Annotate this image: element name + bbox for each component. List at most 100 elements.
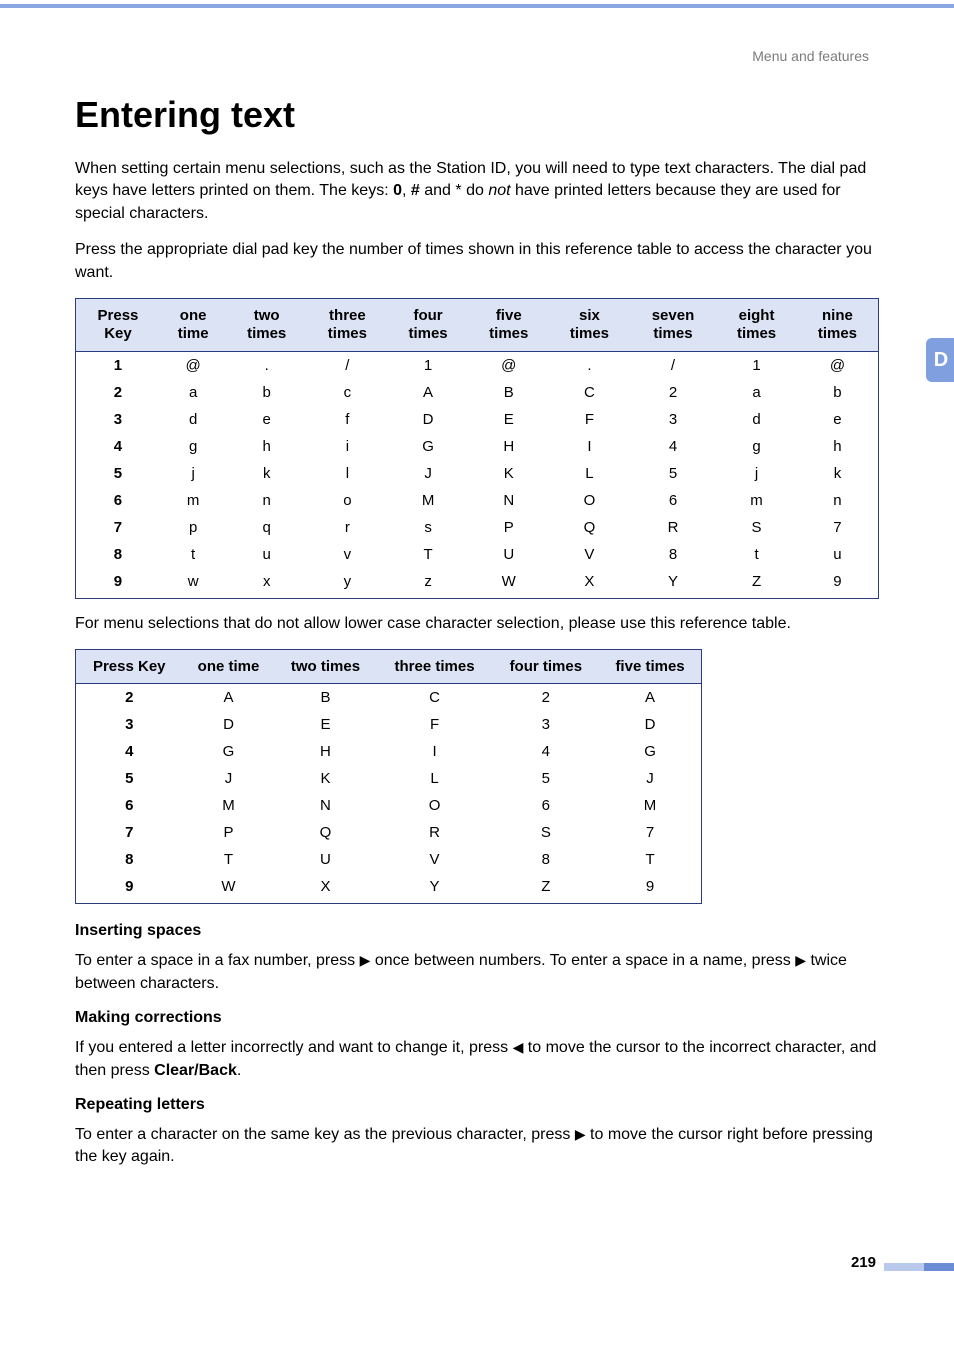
table-cell: p — [160, 514, 226, 541]
table-header: eighttimes — [716, 298, 797, 351]
table-cell: T — [388, 541, 469, 568]
table-cell: 2 — [493, 684, 599, 712]
table-cell: V — [376, 846, 492, 873]
table-cell: M — [388, 487, 469, 514]
intro-paragraph-2: Press the appropriate dial pad key the n… — [75, 239, 879, 284]
right-arrow-icon: ▶ — [575, 1126, 586, 1142]
table-cell: 7 — [76, 819, 183, 846]
table-cell: Z — [493, 873, 599, 904]
table-cell: 4 — [493, 738, 599, 765]
intro1-not: not — [488, 182, 510, 199]
table-cell: Y — [376, 873, 492, 904]
table-cell: 1 — [716, 351, 797, 379]
table-cell: A — [183, 684, 275, 712]
table-cell: I — [549, 433, 630, 460]
table-row: 5jklJKL5jk — [76, 460, 879, 487]
table-cell: m — [716, 487, 797, 514]
page-content: Menu and features Entering text When set… — [0, 8, 954, 1243]
table-row: 5JKL5J — [76, 765, 702, 792]
table-cell: T — [183, 846, 275, 873]
table-header: four times — [493, 650, 599, 684]
page-number: 219 — [851, 1254, 876, 1271]
table-cell: a — [716, 379, 797, 406]
table-row: 6MNO6M — [76, 792, 702, 819]
table-cell: C — [376, 684, 492, 712]
table-row: 6mnoMNO6mn — [76, 487, 879, 514]
table-cell: Q — [275, 819, 377, 846]
table-cell: 5 — [493, 765, 599, 792]
table-cell: s — [388, 514, 469, 541]
table-cell: t — [160, 541, 226, 568]
table-cell: 3 — [76, 406, 160, 433]
intro1-part-b: and — [420, 182, 456, 199]
table-cell: a — [160, 379, 226, 406]
table-cell: h — [797, 433, 879, 460]
table-cell: j — [716, 460, 797, 487]
table-cell: M — [183, 792, 275, 819]
table-cell: J — [388, 460, 469, 487]
table-cell: L — [376, 765, 492, 792]
table-header: threetimes — [307, 298, 388, 351]
table-cell: M — [599, 792, 702, 819]
table-cell: 9 — [76, 873, 183, 904]
table-cell: 8 — [76, 541, 160, 568]
sec2-paragraph: If you entered a letter incorrectly and … — [75, 1037, 879, 1082]
table-cell: . — [226, 351, 307, 379]
intro-paragraph-1: When setting certain menu selections, su… — [75, 158, 879, 225]
table-cell: 8 — [493, 846, 599, 873]
table-cell: @ — [797, 351, 879, 379]
table-cell: b — [797, 379, 879, 406]
table-cell: v — [307, 541, 388, 568]
table-cell: l — [307, 460, 388, 487]
table-cell: @ — [160, 351, 226, 379]
table-cell: D — [183, 711, 275, 738]
table-cell: 5 — [630, 460, 716, 487]
char-table-full: PressKeyonetimetwotimesthreetimesfourtim… — [75, 298, 879, 599]
right-arrow-icon: ▶ — [795, 952, 806, 968]
table-header: fivetimes — [468, 298, 549, 351]
table-row: 3DEF3D — [76, 711, 702, 738]
table-cell: W — [468, 568, 549, 599]
table-cell: k — [226, 460, 307, 487]
key-zero: 0 — [393, 182, 402, 199]
table-header: twotimes — [226, 298, 307, 351]
table-header: seventimes — [630, 298, 716, 351]
sec1-b: once between numbers. To enter a space i… — [370, 952, 795, 969]
table-cell: / — [307, 351, 388, 379]
table-cell: t — [716, 541, 797, 568]
table-cell: N — [468, 487, 549, 514]
sec3-a: To enter a character on the same key as … — [75, 1126, 575, 1143]
table-cell: E — [275, 711, 377, 738]
table-cell: R — [376, 819, 492, 846]
table-cell: 7 — [797, 514, 879, 541]
table-cell: h — [226, 433, 307, 460]
table-cell: y — [307, 568, 388, 599]
table-cell: D — [599, 711, 702, 738]
table-header: Press Key — [76, 650, 183, 684]
table-cell: 1 — [76, 351, 160, 379]
table-row: 9WXYZ9 — [76, 873, 702, 904]
key-hash: # — [411, 182, 420, 199]
table-row: 4GHI4G — [76, 738, 702, 765]
table-cell: 4 — [76, 433, 160, 460]
table-row: 2ABC2A — [76, 684, 702, 712]
table-cell: 2 — [76, 379, 160, 406]
table-cell: B — [468, 379, 549, 406]
table-cell: n — [797, 487, 879, 514]
table-cell: A — [599, 684, 702, 712]
table-cell: u — [226, 541, 307, 568]
table-cell: G — [599, 738, 702, 765]
table-cell: S — [493, 819, 599, 846]
table-cell: C — [549, 379, 630, 406]
subhead-repeating-letters: Repeating letters — [75, 1096, 879, 1114]
table-cell: 9 — [599, 873, 702, 904]
table-cell: d — [716, 406, 797, 433]
sec3-paragraph: To enter a character on the same key as … — [75, 1124, 879, 1169]
table-cell: D — [388, 406, 469, 433]
table-cell: W — [183, 873, 275, 904]
table-cell: U — [275, 846, 377, 873]
footer-deco-dark — [924, 1263, 954, 1271]
table-cell: Y — [630, 568, 716, 599]
table-cell: 5 — [76, 765, 183, 792]
table-row: 2abcABC2ab — [76, 379, 879, 406]
